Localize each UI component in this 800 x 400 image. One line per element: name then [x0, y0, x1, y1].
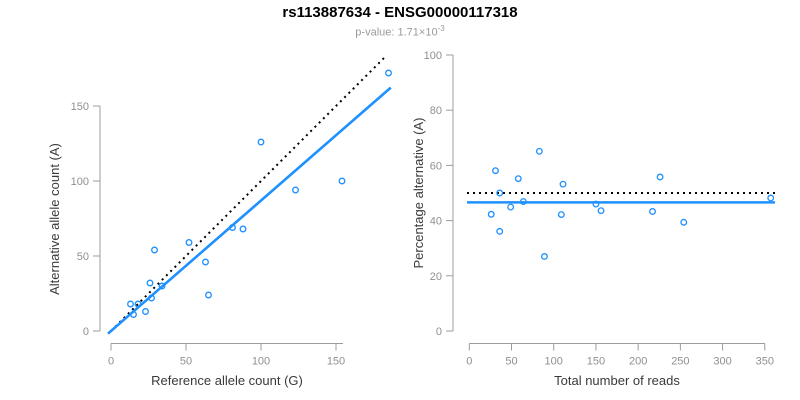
- data-point-right: [496, 189, 504, 197]
- data-point-left: [385, 69, 392, 77]
- data-point-right: [597, 207, 605, 215]
- data-point-right: [656, 173, 664, 181]
- data-point-left: [202, 258, 209, 266]
- y-axis-title-left: Alternative allele count (A): [47, 143, 62, 295]
- y-tick-label-left: 50: [77, 251, 89, 263]
- data-point-right: [557, 211, 565, 218]
- data-point-left: [338, 177, 346, 185]
- x-axis-title-right: Total number of reads: [554, 373, 680, 388]
- y-tick-label-left: 0: [83, 326, 89, 338]
- data-point-right: [592, 200, 600, 208]
- data-point-left: [151, 246, 158, 254]
- data-point-left: [134, 300, 142, 308]
- data-point-left: [130, 311, 137, 318]
- data-point-right: [649, 208, 656, 215]
- identity-line-left: [110, 55, 387, 332]
- y-axis-title-right: Percentage alternative (A): [411, 117, 426, 268]
- data-point-left: [292, 186, 299, 194]
- data-point-left: [257, 138, 265, 146]
- data-point-right: [680, 218, 688, 226]
- y-tick-label-right: 80: [430, 105, 442, 117]
- data-point-left: [142, 308, 149, 315]
- x-tick-label-left: 50: [180, 356, 192, 368]
- data-point-left: [229, 224, 236, 231]
- x-tick-label-right: 0: [466, 356, 472, 368]
- data-point-right: [767, 194, 775, 202]
- y-tick-label-right: 60: [430, 160, 442, 172]
- data-point-right: [487, 210, 495, 218]
- data-point-left: [185, 239, 193, 246]
- figure-title: rs113887634 - ENSG00000117318: [282, 4, 518, 21]
- data-point-right: [559, 180, 567, 188]
- data-point-right: [519, 198, 527, 206]
- data-point-left: [158, 282, 166, 290]
- data-point-right: [535, 147, 543, 155]
- x-tick-label-left: 0: [108, 356, 114, 368]
- fit-line-left: [107, 86, 392, 335]
- y-tick-label-right: 40: [430, 216, 442, 228]
- pvalue-text: p-value: 1.71×10: [355, 26, 438, 39]
- pvalue-exponent: -3: [437, 24, 445, 33]
- x-axis-title-left: Reference allele count (G): [151, 373, 303, 388]
- x-tick-label-right: 250: [671, 356, 689, 368]
- data-point-right: [496, 227, 504, 235]
- x-tick-label-right: 200: [629, 356, 647, 368]
- y-tick-label-right: 20: [430, 271, 442, 283]
- x-tick-label-right: 50: [505, 356, 517, 368]
- figure-subtitle: p-value: 1.71×10-3: [0, 24, 800, 39]
- data-point-left: [205, 291, 212, 299]
- y-tick-label-left: 100: [71, 176, 89, 188]
- x-tick-label-right: 100: [545, 356, 563, 368]
- data-point-left: [239, 225, 247, 233]
- data-point-left: [146, 279, 154, 287]
- y-tick-label-left: 150: [71, 101, 89, 113]
- x-tick-label-right: 150: [587, 356, 605, 368]
- x-tick-label-right: 300: [713, 356, 731, 368]
- data-point-right: [507, 203, 515, 211]
- y-tick-label-right: 0: [436, 326, 442, 338]
- data-point-right: [492, 167, 499, 175]
- data-point-left: [127, 300, 134, 308]
- y-tick-label-right: 100: [424, 50, 442, 62]
- x-tick-label-right: 350: [756, 356, 774, 368]
- data-point-right: [540, 253, 548, 260]
- x-tick-label-left: 150: [327, 356, 345, 368]
- x-tick-label-left: 100: [252, 356, 270, 368]
- data-point-right: [514, 175, 522, 183]
- data-point-left: [148, 294, 155, 302]
